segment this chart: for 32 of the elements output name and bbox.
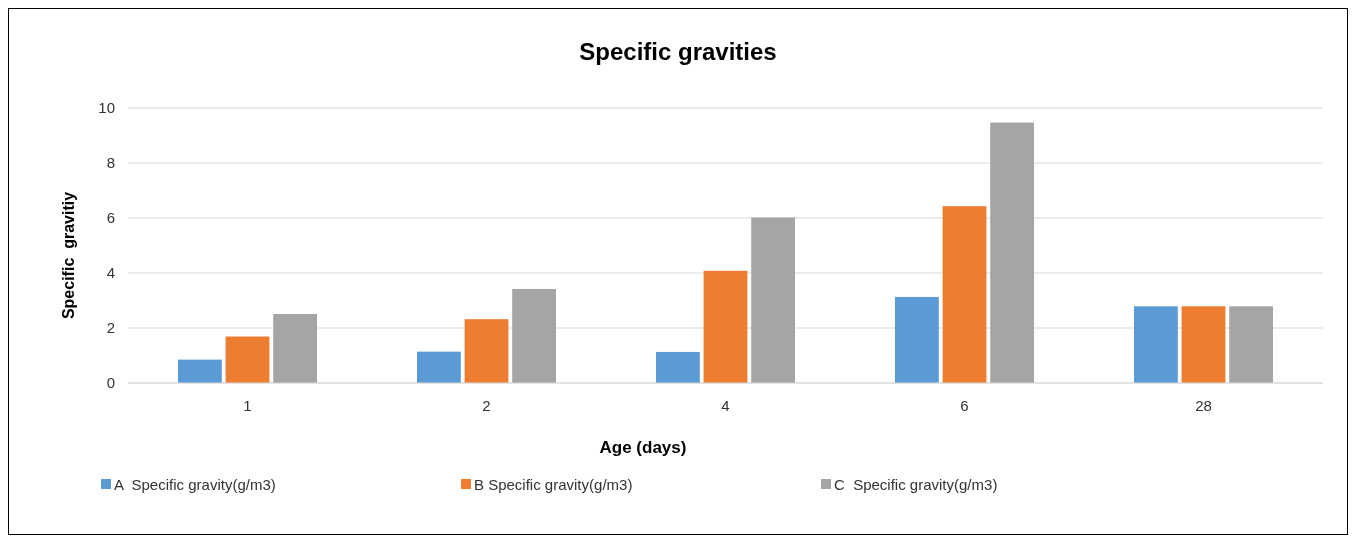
x-tick-label: 4 — [721, 397, 730, 414]
legend-label: A Specific gravity(g/m3) — [114, 476, 276, 494]
y-tick-label: 10 — [98, 99, 115, 117]
y-axis-title: Specific gravitiy — [60, 191, 77, 320]
legend-label: C Specific gravity(g/m3) — [834, 476, 998, 494]
x-tick-label: 6 — [960, 397, 969, 414]
legend-label: B Specific gravity(g/m3) — [474, 476, 633, 494]
y-tick-label: 2 — [106, 319, 115, 337]
x-axis-title: Age (days) — [599, 438, 687, 457]
bar — [225, 336, 270, 383]
y-tick-label: 0 — [106, 374, 115, 392]
x-tick-label: 28 — [1195, 397, 1212, 414]
bar — [894, 296, 939, 383]
bar — [416, 351, 461, 383]
bar — [1133, 306, 1178, 383]
bar — [1229, 306, 1274, 383]
y-tick-label: 8 — [106, 154, 115, 172]
x-tick-label: 1 — [243, 397, 252, 414]
bar — [273, 313, 318, 383]
chart-title: Specific gravities — [579, 38, 777, 65]
bar — [942, 206, 987, 383]
bar — [990, 122, 1035, 383]
x-tick-label: 2 — [482, 397, 491, 414]
bar — [751, 217, 796, 383]
y-tick-label: 4 — [106, 264, 115, 282]
bar — [464, 319, 509, 383]
y-tick-label: 6 — [106, 209, 115, 227]
bar — [655, 351, 700, 383]
bar — [1181, 306, 1226, 383]
bar — [703, 270, 748, 383]
bar — [512, 288, 557, 383]
bar — [177, 359, 222, 383]
